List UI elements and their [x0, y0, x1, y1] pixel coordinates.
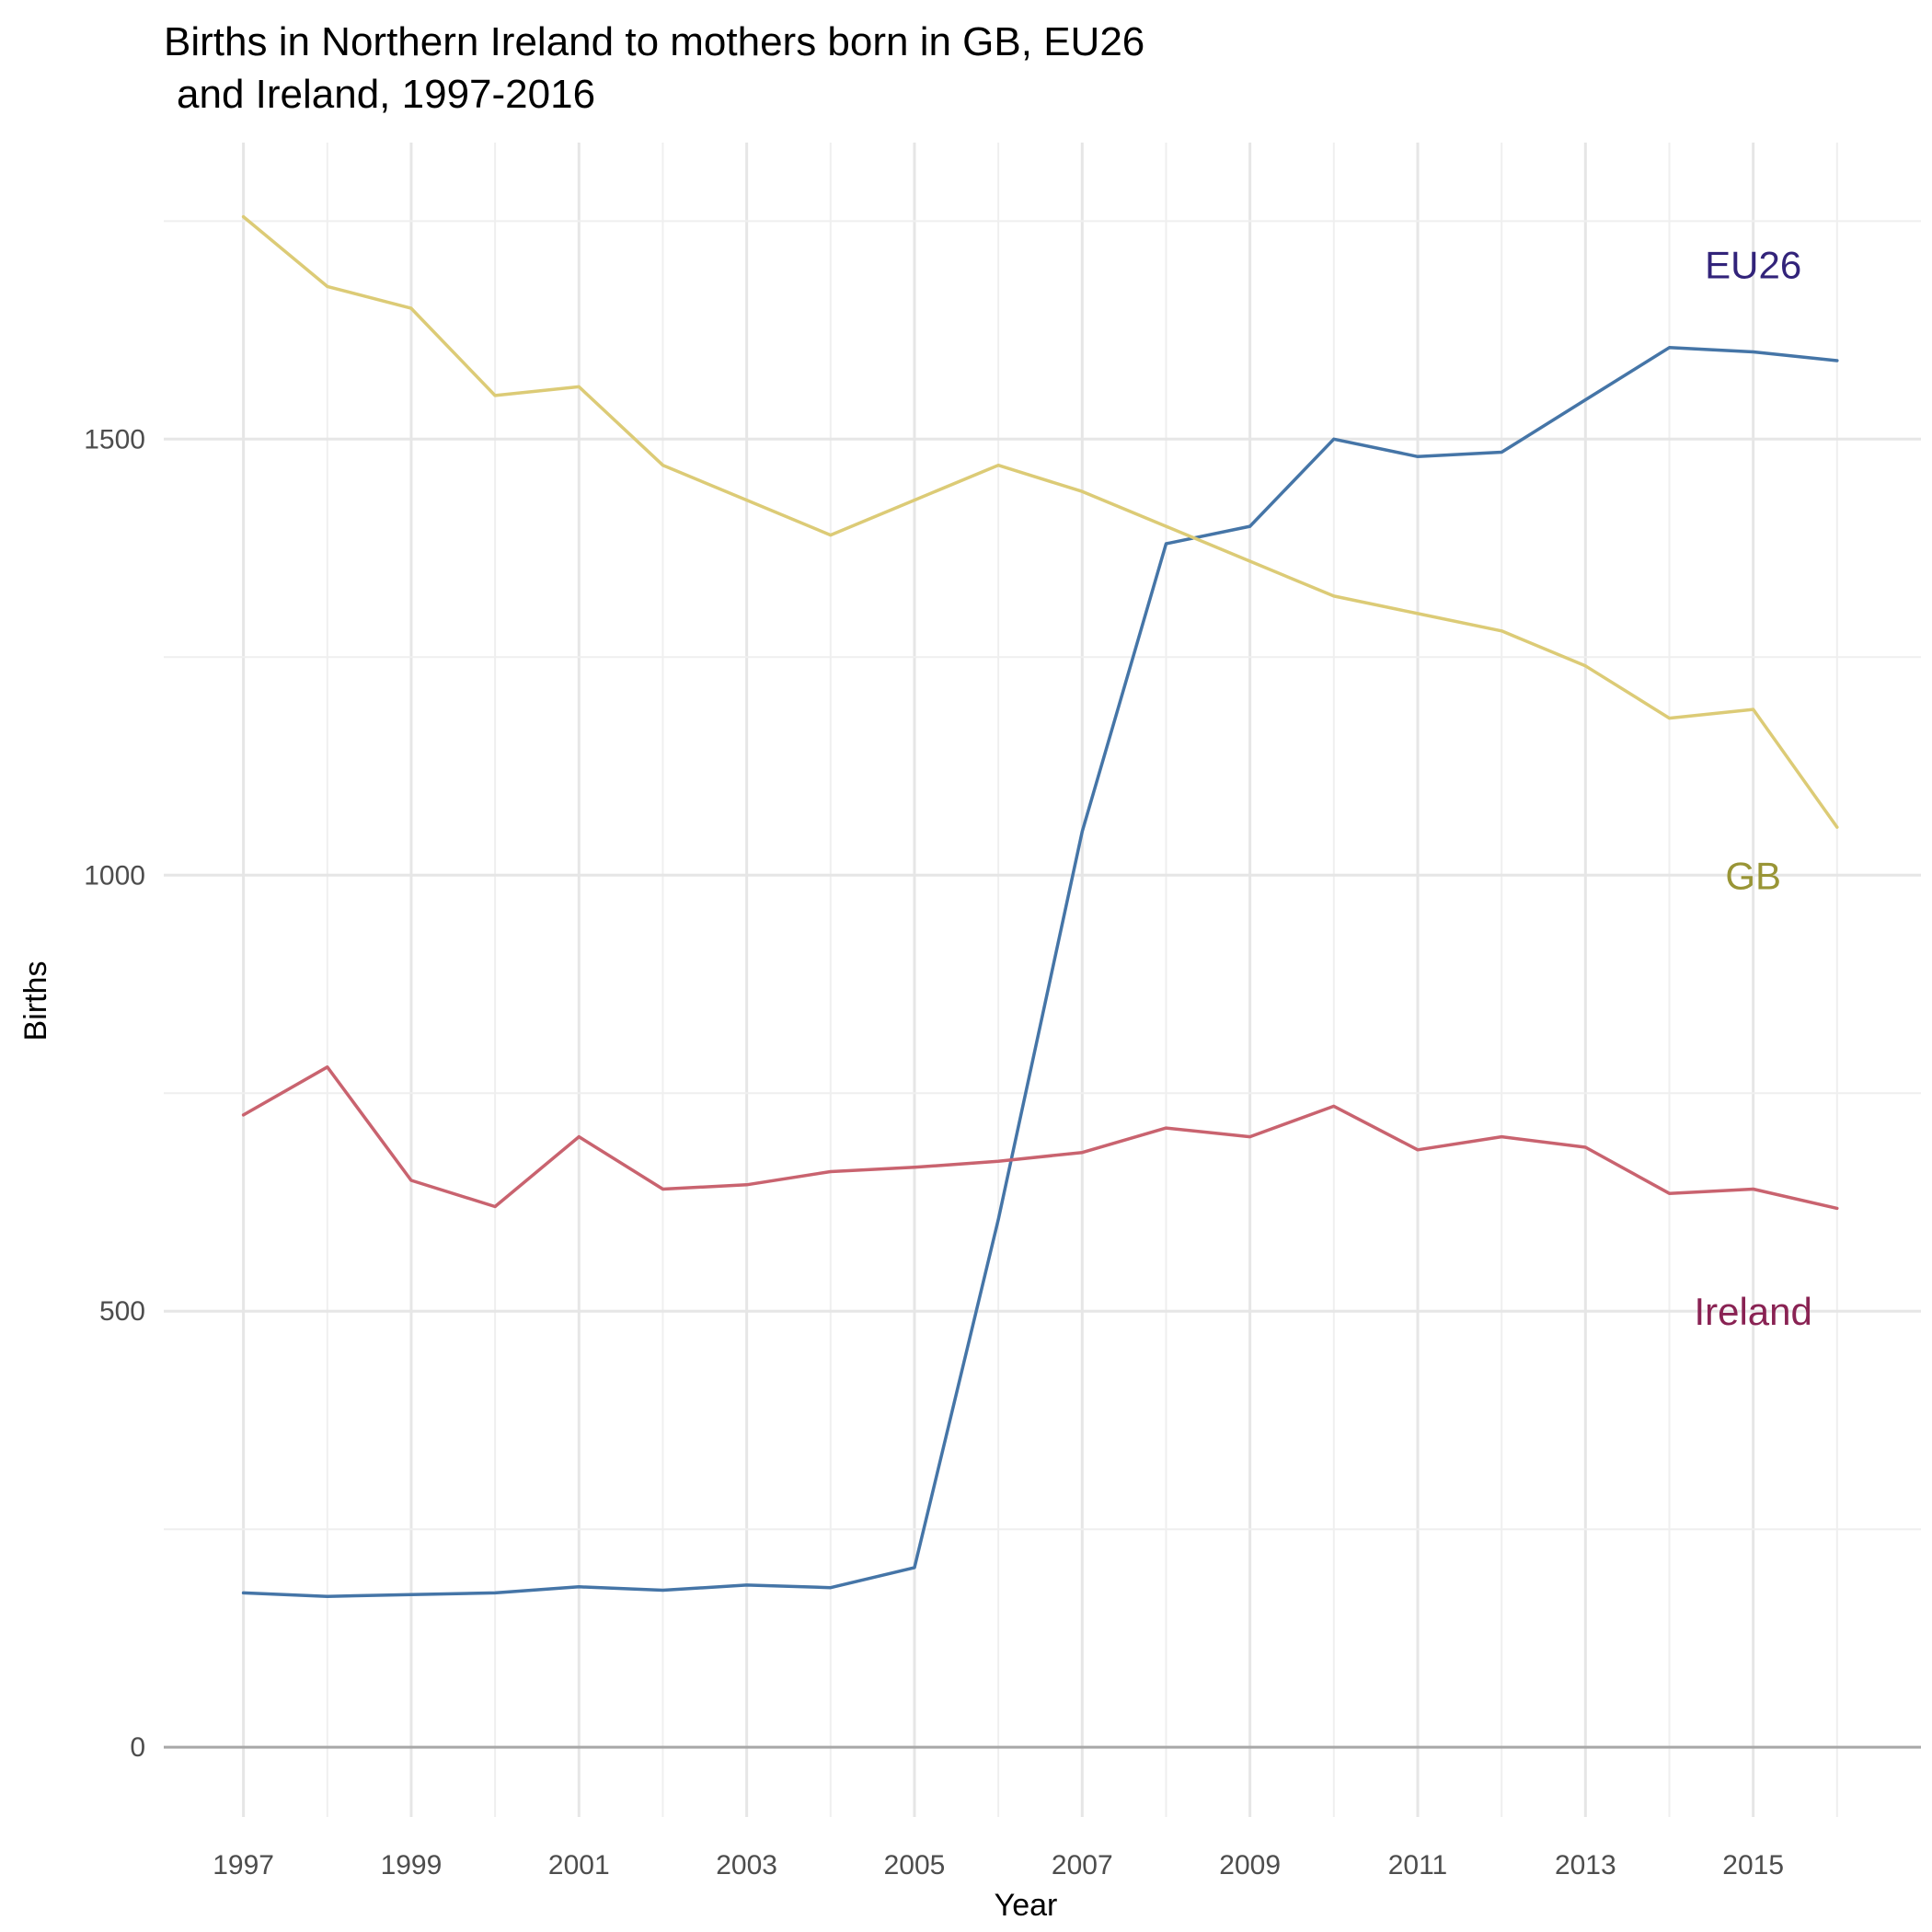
chart-title-line-1: Births in Northern Ireland to mothers bo…	[164, 19, 1144, 64]
x-tick-label: 2009	[1219, 1850, 1281, 1880]
x-tick-label: 2013	[1555, 1850, 1616, 1880]
x-tick-label: 2007	[1052, 1850, 1113, 1880]
x-tick-label: 2003	[716, 1850, 777, 1880]
series-line-ireland	[241, 1065, 1839, 1211]
series-label-gb: GB	[1725, 854, 1781, 897]
x-tick-label: 2005	[884, 1850, 946, 1880]
series-line-gb	[241, 214, 1839, 829]
y-tick-label: 0	[130, 1732, 145, 1763]
y-tick-label: 1000	[84, 860, 145, 891]
series-line-eu26	[241, 346, 1839, 1598]
gridlines	[164, 143, 1921, 1817]
x-axis-title: Year	[995, 1888, 1058, 1923]
chart-title: Births in Northern Ireland to mothers bo…	[164, 19, 1144, 117]
y-axis-title: Births	[18, 961, 53, 1041]
chart-title-line-2: and Ireland, 1997-2016	[177, 72, 595, 117]
series-label-eu26: EU26	[1705, 244, 1801, 287]
y-tick-label: 500	[99, 1296, 145, 1327]
x-tick-label: 1999	[381, 1850, 443, 1880]
y-axis-tick-labels: 0 500 1000 1500	[84, 424, 145, 1763]
x-tick-label: 2011	[1388, 1850, 1448, 1880]
y-tick-label: 1500	[84, 424, 145, 454]
x-tick-label: 1997	[213, 1850, 274, 1880]
x-tick-label: 2015	[1722, 1850, 1784, 1880]
series-labels: EU26 GB Ireland	[1694, 244, 1811, 1334]
x-tick-label: 2001	[548, 1850, 610, 1880]
series-lines	[241, 214, 1839, 1598]
x-axis-tick-labels: 1997 1999 2001 2003 2005 2007 2009 2011 2013 2015	[213, 1850, 1784, 1880]
series-label-ireland: Ireland	[1694, 1290, 1811, 1333]
